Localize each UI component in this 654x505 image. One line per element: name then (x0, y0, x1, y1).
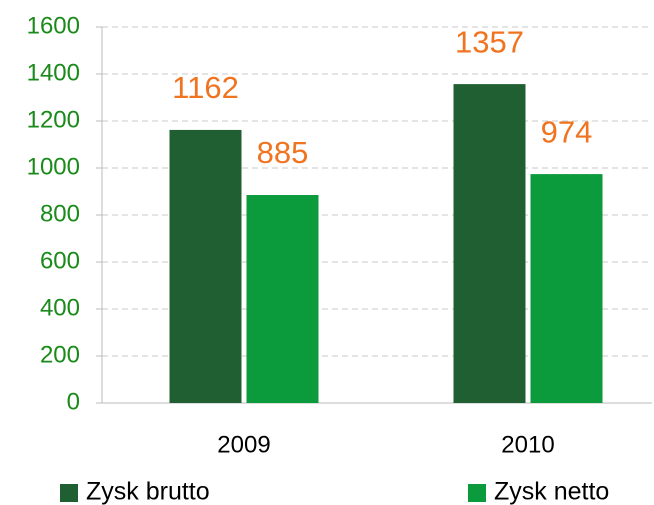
x-tick-label: 2010 (501, 431, 554, 458)
y-tick-label: 800 (40, 200, 80, 227)
legend-swatch (468, 484, 486, 502)
y-tick-label: 1400 (27, 59, 80, 86)
legend-label: Zysk netto (494, 478, 609, 505)
y-tick-label: 1200 (27, 106, 80, 133)
legend-label: Zysk brutto (86, 478, 210, 505)
bar (530, 174, 603, 403)
value-label: 885 (257, 135, 309, 170)
bar (169, 129, 242, 403)
y-tick-label: 200 (40, 341, 80, 368)
y-tick-label: 400 (40, 294, 80, 321)
y-tick-label: 600 (40, 247, 80, 274)
bar (246, 195, 319, 403)
legend-swatch (60, 484, 78, 502)
value-label: 1357 (455, 24, 524, 59)
y-tick-label: 1000 (27, 153, 80, 180)
y-tick-label: 0 (67, 388, 80, 415)
value-label: 1162 (172, 70, 239, 105)
x-tick-label: 2009 (217, 431, 270, 458)
bar (453, 84, 526, 403)
y-tick-label: 1600 (27, 12, 80, 39)
value-label: 974 (541, 114, 593, 149)
